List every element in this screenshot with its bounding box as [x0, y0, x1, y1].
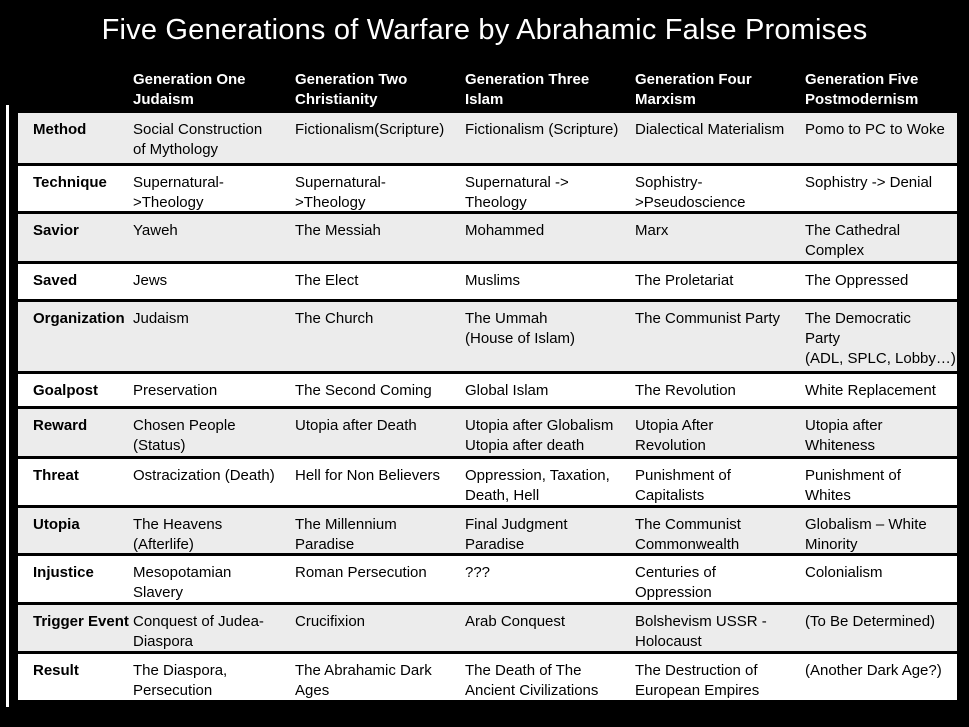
row-label: Trigger Event [33, 613, 129, 630]
table-cell: (Another Dark Age?) [805, 662, 942, 679]
table-cell: Supernatural- >Theology [133, 174, 224, 211]
row-label: Threat [33, 467, 79, 484]
table-cell: Supernatural- >Theology [295, 174, 386, 211]
table-cell: The Elect [295, 272, 359, 289]
table-cell: The Death of The Ancient Civilizations [465, 662, 599, 699]
table-cell: Fictionalism(Scripture) [295, 121, 445, 138]
table-cell: Muslims [465, 272, 520, 289]
table-cell: Jews [133, 272, 168, 289]
table-row-saved: Saved Jews The Elect Muslims The Proleta… [18, 264, 957, 302]
column-header-postmodernism: Generation Five Postmodernism [805, 71, 919, 108]
row-label: Technique [33, 174, 107, 191]
column-header-marxism: Generation Four Marxism [635, 71, 752, 108]
row-label: Utopia [33, 516, 80, 533]
table-cell: Yaweh [133, 222, 178, 239]
table-cell: The Heavens (Afterlife) [133, 516, 223, 553]
table-cell: Punishment of Capitalists [635, 467, 731, 504]
table-cell: Utopia after Death [295, 417, 417, 434]
table-cell: The Diaspora, Persecution [133, 662, 228, 699]
table-row-organization: Organization Judaism The Church The Umma… [18, 302, 957, 374]
page-title: Five Generations of Warfare by Abrahamic… [101, 14, 868, 46]
row-label: Result [33, 662, 79, 679]
table-cell: Social Construction of Mythology [133, 121, 263, 158]
table-cell: Supernatural -> Theology [465, 174, 569, 211]
table-cell: Final Judgment Paradise [465, 516, 568, 553]
table-cell: (To Be Determined) [805, 613, 936, 630]
row-label: Organization [33, 310, 125, 327]
row-label: Saved [33, 272, 78, 289]
table-cell: Colonialism [805, 564, 883, 581]
table-cell: The Second Coming [295, 382, 432, 399]
table-row-trigger-event: Trigger Event Conquest of Judea- Diaspor… [18, 605, 957, 654]
table-cell: The Oppressed [805, 272, 909, 289]
table-cell: Centuries of Oppression [635, 564, 716, 601]
table-cell: Utopia After Revolution [635, 417, 714, 454]
table-row-savior: Savior Yaweh The Messiah Mohammed Marx T… [18, 214, 957, 264]
row-label: Injustice [33, 564, 94, 581]
table-cell: Chosen People (Status) [133, 417, 236, 454]
row-label: Method [33, 121, 87, 138]
column-header-judaism: Generation One Judaism [133, 71, 246, 108]
table-row-threat: Threat Ostracization (Death) Hell for No… [18, 459, 957, 508]
table-cell: White Replacement [805, 382, 936, 399]
table-cell: Fictionalism (Scripture) [465, 121, 619, 138]
table-cell: The Democratic Party (ADL, SPLC, Lobby…) [805, 310, 956, 367]
table-cell: Roman Persecution [295, 564, 427, 581]
table-cell: The Ummah (House of Islam) [465, 310, 576, 347]
table-cell: The Destruction of European Empires [635, 662, 760, 699]
table-cell: Arab Conquest [465, 613, 566, 630]
table-cell: Ostracization (Death) [133, 467, 275, 484]
table-cell: The Communist Party [635, 310, 781, 327]
table-cell: Utopia after Globalism Utopia after deat… [465, 417, 614, 454]
left-edge-line [6, 105, 9, 707]
column-header-christianity: Generation Two Christianity [295, 71, 408, 108]
table-cell: The Cathedral Complex [805, 222, 901, 259]
column-header-row: Generation One Judaism Generation Two Ch… [18, 70, 957, 110]
table-cell: Bolshevism USSR - Holocaust [635, 613, 767, 650]
table-cell: The Messiah [295, 222, 381, 239]
table-cell: Hell for Non Believers [295, 467, 441, 484]
table-cell: Oppression, Taxation, Death, Hell [465, 467, 610, 504]
table-cell: Marx [635, 222, 669, 239]
table-cell: Preservation [133, 382, 218, 399]
table-cell: Dialectical Materialism [635, 121, 785, 138]
corner-spacer [18, 70, 133, 110]
table-cell: ??? [465, 564, 491, 581]
table-row-result: Result The Diaspora, Persecution The Abr… [18, 654, 957, 700]
table-cell: The Communist Commonwealth [635, 516, 741, 553]
table-cell: Sophistry- >Pseudoscience [635, 174, 746, 211]
table-cell: Globalism – White Minority [805, 516, 927, 553]
table-cell: Pomo to PC to Woke [805, 121, 945, 138]
row-label: Reward [33, 417, 88, 434]
column-header-islam: Generation Three Islam [465, 71, 590, 108]
table-cell: The Proletariat [635, 272, 734, 289]
table-cell: Mesopotamian Slavery [133, 564, 232, 601]
table-cell: The Church [295, 310, 374, 327]
comparison-table: Method Social Construction of Mythology … [18, 113, 957, 700]
table-cell: Crucifixion [295, 613, 366, 630]
table-cell: Sophistry -> Denial [805, 174, 933, 191]
table-cell: The Millennium Paradise [295, 516, 397, 553]
table-row-goalpost: Goalpost Preservation The Second Coming … [18, 374, 957, 409]
table-cell: The Revolution [635, 382, 736, 399]
table-cell: The Abrahamic Dark Ages [295, 662, 432, 699]
table-cell: Punishment of Whites [805, 467, 901, 504]
row-label: Savior [33, 222, 79, 239]
table-cell: Conquest of Judea- Diaspora [133, 613, 264, 650]
table-cell: Global Islam [465, 382, 549, 399]
table-cell: Utopia after Whiteness [805, 417, 883, 454]
table-row-method: Method Social Construction of Mythology … [18, 113, 957, 166]
table-row-technique: Technique Supernatural- >Theology Supern… [18, 166, 957, 214]
row-label: Goalpost [33, 382, 99, 399]
table-cell: Mohammed [465, 222, 545, 239]
table-cell: Judaism [133, 310, 189, 327]
table-row-injustice: Injustice Mesopotamian Slavery Roman Per… [18, 556, 957, 605]
table-row-utopia: Utopia The Heavens (Afterlife) The Mille… [18, 508, 957, 556]
table-row-reward: Reward Chosen People (Status) Utopia aft… [18, 409, 957, 459]
